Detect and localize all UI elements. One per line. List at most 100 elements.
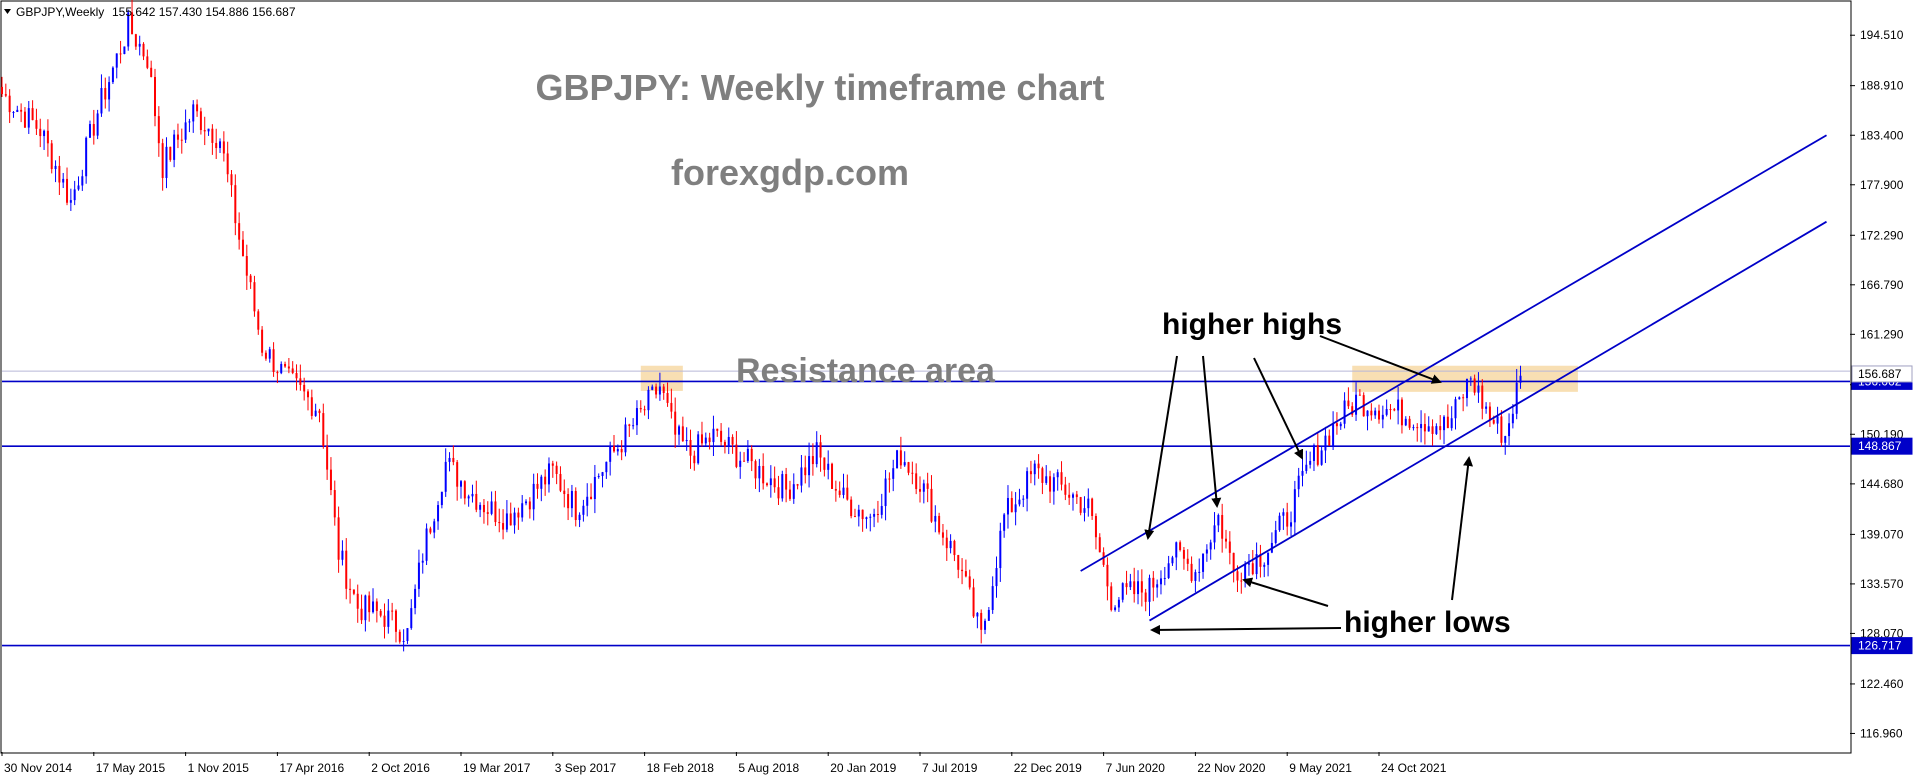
candle <box>192 100 195 133</box>
candle <box>838 481 841 498</box>
candle <box>1087 488 1090 517</box>
candle-body <box>1255 554 1258 575</box>
candle-body <box>27 108 30 128</box>
candle <box>245 244 248 290</box>
candle-body <box>1232 552 1235 572</box>
candle-body <box>1477 385 1480 393</box>
candle-body <box>785 474 788 490</box>
candle <box>888 472 891 493</box>
candle-body <box>865 517 868 520</box>
candle-body <box>417 562 420 589</box>
candle-body <box>850 499 853 517</box>
collapse-triangle-icon[interactable] <box>4 9 11 14</box>
candle <box>528 497 531 519</box>
resistance-area-label: Resistance area <box>736 352 996 390</box>
candle <box>1083 496 1086 522</box>
candle <box>735 431 738 469</box>
candle-body <box>505 513 508 530</box>
candle-body <box>1133 581 1136 595</box>
candle-body <box>100 88 103 114</box>
candle-body <box>1450 418 1453 429</box>
candle-body <box>295 373 298 379</box>
candle <box>1003 512 1006 538</box>
candle-body <box>1473 378 1476 393</box>
candle <box>1393 407 1396 412</box>
candle-body <box>735 444 738 467</box>
candle <box>50 140 53 174</box>
candle-body <box>1156 584 1159 588</box>
candle-body <box>769 478 772 486</box>
candle <box>326 434 329 480</box>
price-box-label: 126.717 <box>1858 639 1902 653</box>
y-tick-label: 122.460 <box>1860 677 1904 691</box>
candle <box>800 455 803 493</box>
candle-body <box>613 445 615 452</box>
candle-body <box>379 610 382 616</box>
candle <box>1450 406 1453 431</box>
candle <box>827 450 830 480</box>
candle <box>157 106 160 157</box>
candle-body <box>1186 558 1189 564</box>
candle-body <box>590 496 593 500</box>
candle-body <box>66 178 69 203</box>
candle <box>700 421 703 447</box>
candle-body <box>245 256 248 276</box>
candle-body <box>448 457 451 462</box>
candle <box>1435 423 1438 436</box>
candle <box>658 372 661 401</box>
candle-body <box>146 56 149 68</box>
candle-body <box>8 95 11 113</box>
candle-body <box>88 124 91 138</box>
higher-low-arrow-3 <box>1451 456 1474 601</box>
candle <box>911 461 914 485</box>
candle-body <box>1087 498 1090 509</box>
candle-body <box>777 487 780 499</box>
candle-body <box>1385 409 1388 415</box>
x-tick-label: 24 Oct 2021 <box>1381 761 1447 775</box>
candle-body <box>238 223 241 240</box>
candle-body <box>253 282 256 312</box>
candle-body <box>938 515 941 533</box>
candle <box>176 123 179 149</box>
candle <box>460 479 462 499</box>
candle <box>957 554 960 579</box>
candle <box>811 443 814 476</box>
candle <box>766 482 768 487</box>
candle-body <box>460 481 462 487</box>
candle <box>406 628 409 644</box>
candle <box>31 100 34 121</box>
candle <box>674 397 677 448</box>
candle-body <box>773 478 776 488</box>
candle-body <box>1492 419 1495 424</box>
candle-body <box>421 560 424 563</box>
candle <box>777 475 780 505</box>
candle-body <box>452 457 455 463</box>
candle <box>1041 466 1044 495</box>
y-tick-label: 128.070 <box>1860 626 1904 640</box>
candle-body <box>743 460 746 462</box>
candle <box>1297 467 1300 498</box>
candle-body <box>1244 564 1247 581</box>
candle-body <box>1121 583 1124 600</box>
candle-body <box>372 601 375 613</box>
candle <box>1026 467 1029 512</box>
candle <box>861 509 864 532</box>
candle <box>1477 372 1480 403</box>
candle <box>16 105 19 113</box>
candle-body <box>574 491 577 521</box>
candle <box>479 502 482 518</box>
candle <box>570 484 573 518</box>
candle-body <box>639 408 642 410</box>
candle <box>915 463 918 495</box>
candle <box>509 502 512 526</box>
channel-lower-line <box>1149 220 1827 622</box>
candle <box>402 629 405 652</box>
candle <box>433 518 436 539</box>
candle <box>869 513 872 532</box>
candle-body <box>1481 385 1484 409</box>
candle-body <box>1324 435 1327 451</box>
candle-body <box>766 483 768 486</box>
candle-body <box>842 487 845 495</box>
candle-body <box>544 476 547 485</box>
candle-body <box>1366 410 1369 417</box>
